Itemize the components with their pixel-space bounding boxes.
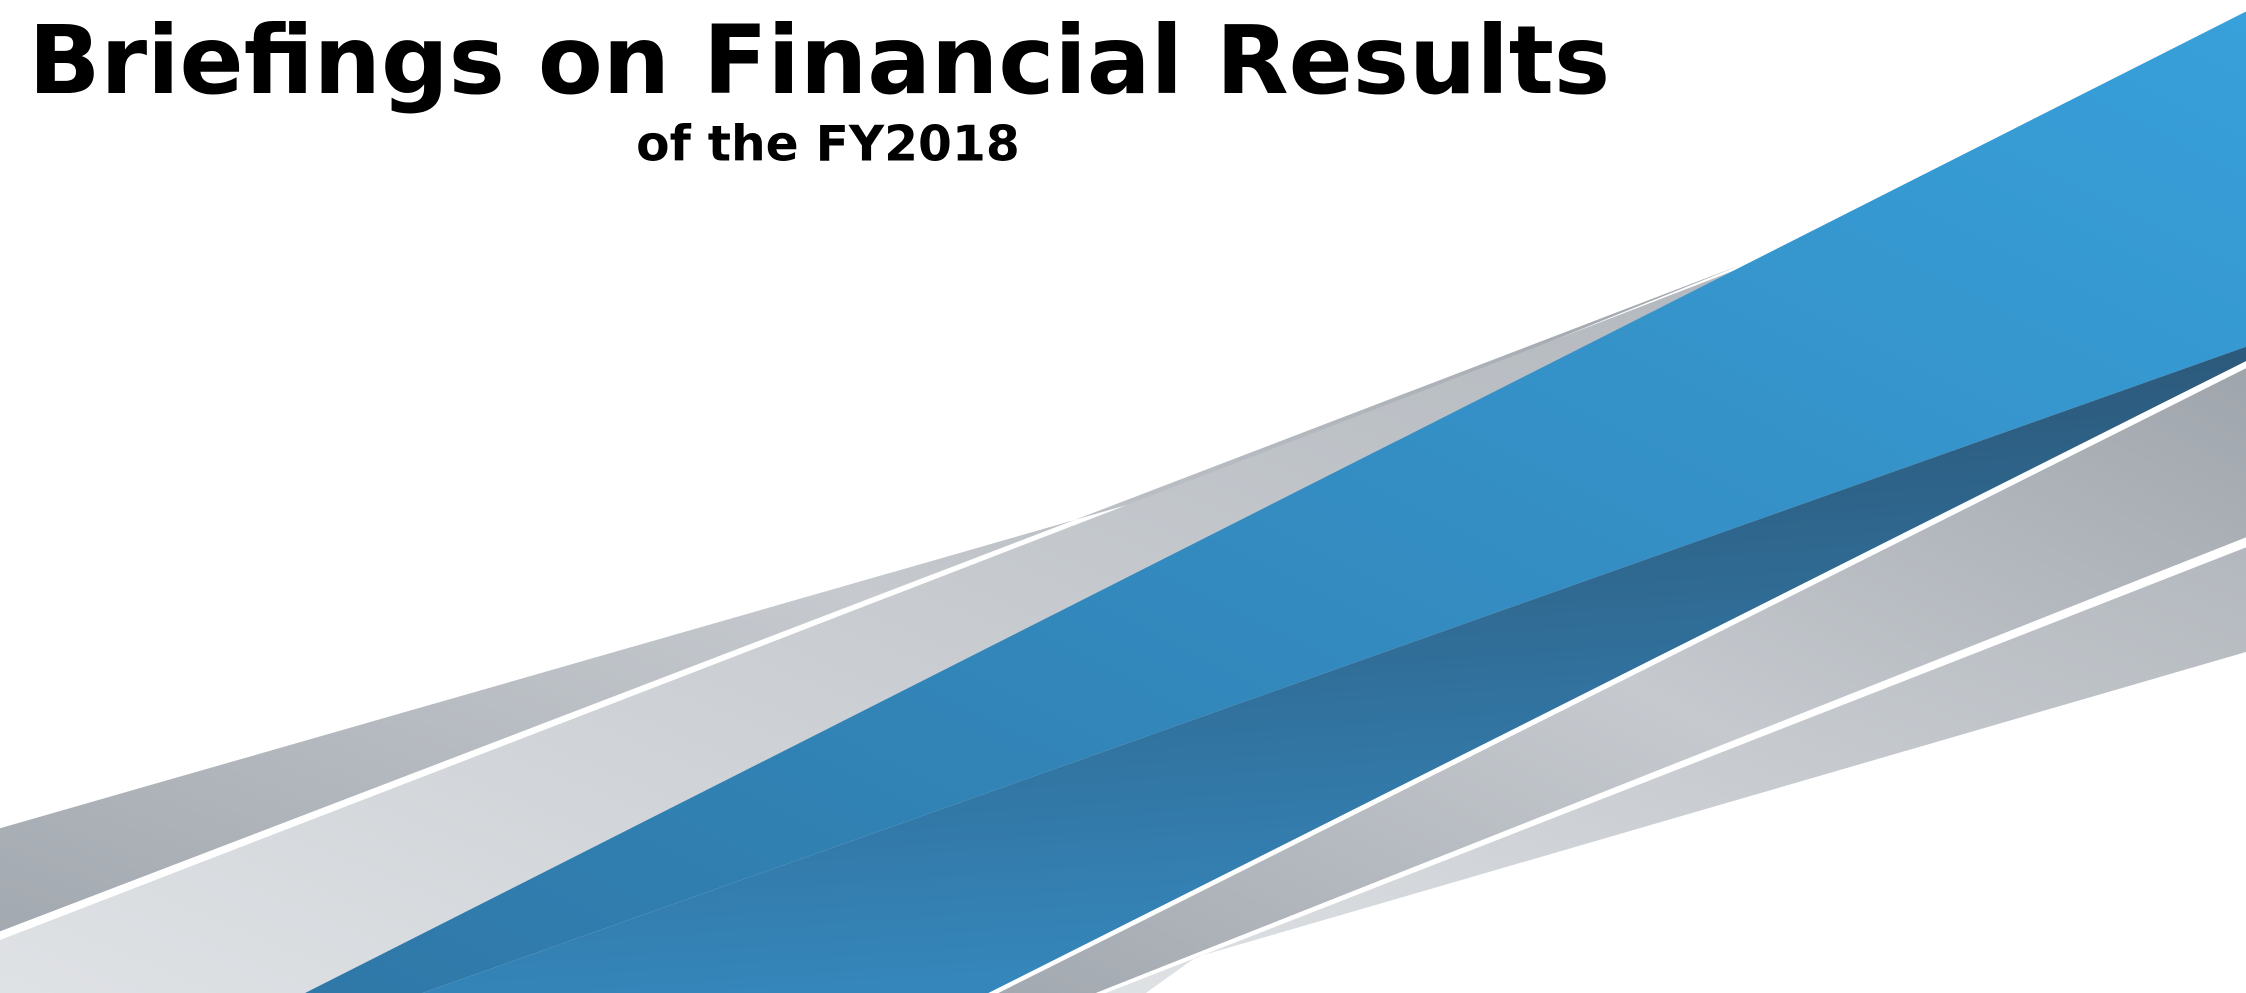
title: Briefings on Financial Results xyxy=(28,6,1610,116)
decoration xyxy=(0,11,2246,993)
subtitle: of the FY2018 xyxy=(636,116,1020,172)
slide: Briefings on Financial Results of the FY… xyxy=(0,0,2246,993)
page: Briefings on Financial Results of the FY… xyxy=(0,0,2246,993)
